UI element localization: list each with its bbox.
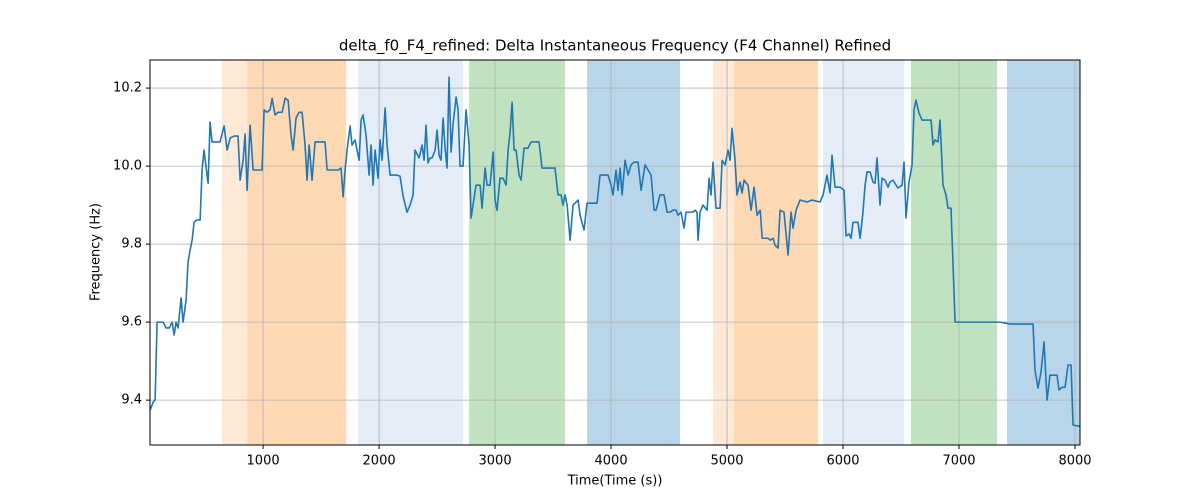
y-tick-label: 9.8 bbox=[121, 237, 142, 252]
spans bbox=[222, 60, 1080, 445]
x-tick-label: 8000 bbox=[1058, 454, 1091, 469]
y-tick-label: 10.2 bbox=[113, 81, 142, 96]
x-tick-label: 2000 bbox=[363, 454, 396, 469]
shaded-span bbox=[1007, 60, 1080, 445]
chart-title: delta_f0_F4_refined: Delta Instantaneous… bbox=[339, 37, 891, 56]
x-tick-label: 7000 bbox=[942, 454, 975, 469]
x-tick-label: 3000 bbox=[479, 454, 512, 469]
y-tick-label: 10.0 bbox=[113, 159, 142, 174]
y-axis-label: Frequency (Hz) bbox=[89, 203, 104, 301]
x-tick-label: 6000 bbox=[826, 454, 859, 469]
y-tick-label: 9.6 bbox=[121, 315, 142, 330]
x-axis-label: Time(Time (s)) bbox=[567, 474, 663, 489]
shaded-span bbox=[734, 60, 818, 445]
shaded-span bbox=[713, 60, 735, 445]
axes: 1000 2000 3000 4000 5000 6000 7000 8000 9.4 9.6 9.… bbox=[113, 81, 1092, 469]
plot bbox=[149, 76, 1081, 428]
shaded-span bbox=[587, 60, 681, 445]
data-line bbox=[149, 76, 1081, 428]
x-tick-label: 1000 bbox=[247, 454, 280, 469]
shaded-span bbox=[222, 60, 248, 445]
shaded-span bbox=[823, 60, 905, 445]
x-tick-label: 5000 bbox=[710, 454, 743, 469]
grid bbox=[150, 60, 1080, 445]
plot-frame bbox=[149, 59, 1081, 446]
shaded-span bbox=[469, 60, 566, 445]
shaded-span bbox=[358, 60, 464, 445]
x-tick-label: 4000 bbox=[595, 454, 628, 469]
shaded-span bbox=[911, 60, 998, 445]
y-tick-label: 9.4 bbox=[121, 393, 142, 408]
